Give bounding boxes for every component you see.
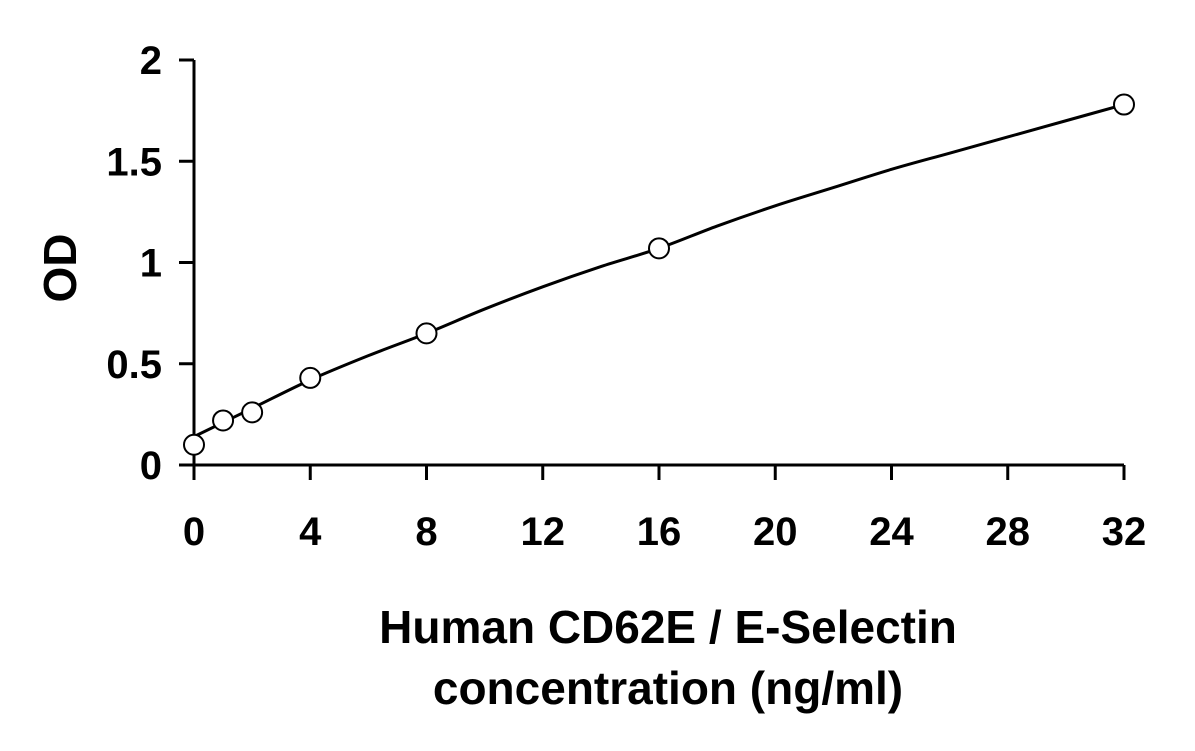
x-tick-label: 28 bbox=[986, 510, 1031, 554]
x-tick-label: 4 bbox=[299, 510, 322, 554]
fit-curve-layer bbox=[193, 103, 1125, 438]
data-point bbox=[299, 366, 322, 389]
y-tick-label: 0 bbox=[140, 444, 162, 488]
x-tick-label: 12 bbox=[521, 510, 566, 554]
x-tick-label: 16 bbox=[637, 510, 682, 554]
y-tick-label: 2 bbox=[140, 39, 162, 83]
data-point bbox=[183, 433, 205, 456]
data-point bbox=[212, 409, 235, 432]
x-tick-label: 0 bbox=[183, 510, 205, 554]
data-point bbox=[415, 322, 438, 345]
y-tick-label: 1 bbox=[140, 242, 162, 286]
x-tick-label: 20 bbox=[753, 510, 798, 554]
x-tick-label: 8 bbox=[415, 510, 437, 554]
y-tick-label: 0.5 bbox=[106, 343, 162, 387]
x-tick-label: 24 bbox=[869, 510, 914, 554]
y-axis-label: OD bbox=[34, 234, 86, 303]
fit-curve bbox=[193, 103, 1125, 438]
data-points bbox=[183, 93, 1135, 456]
ticks: 00.511.520 4 8 12 16 20 24 28 32 bbox=[106, 39, 1146, 554]
axes bbox=[192, 60, 1124, 467]
x-tick-label: 32 bbox=[1102, 510, 1147, 554]
x-axis-label-line-2: concentration (ng/ml) bbox=[433, 662, 903, 714]
data-point bbox=[241, 401, 264, 424]
x-axis-label-line-1: Human CD62E / E-Selectin bbox=[379, 601, 957, 653]
y-tick-label: 1.5 bbox=[106, 140, 162, 184]
data-point bbox=[648, 237, 670, 260]
axis-labels: OD Human CD62E / E-Selectin concentratio… bbox=[34, 234, 957, 715]
data-point bbox=[1113, 93, 1135, 116]
